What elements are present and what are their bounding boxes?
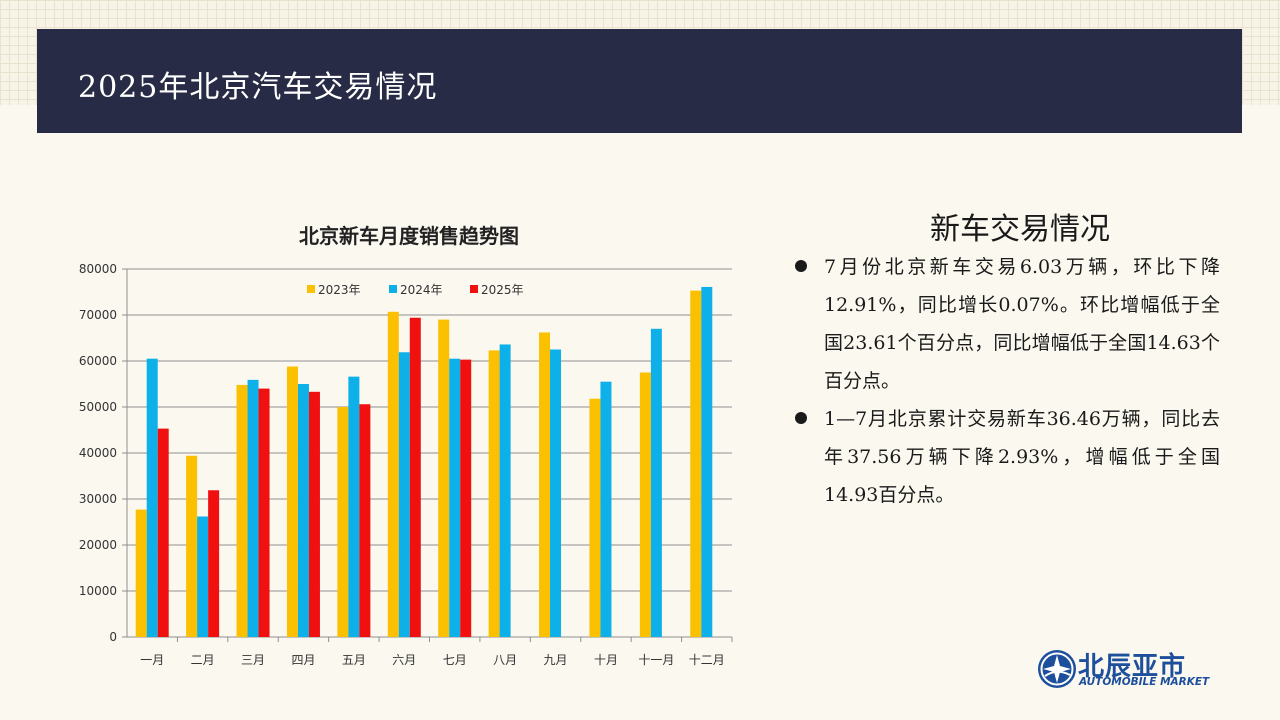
logo-name-cn: 北辰亚市 <box>1078 652 1187 682</box>
x-tick-label: 九月 <box>544 653 568 667</box>
chart-legend: 2023年 2024年 2025年 <box>307 283 524 297</box>
bar-2023年 <box>135 509 147 637</box>
brand-logo: 北辰亚市 AUTOMOBILE MARKET <box>1036 646 1212 692</box>
x-tick-label: 二月 <box>191 653 215 667</box>
y-tick-label: 10000 <box>79 584 117 598</box>
bar-2024年 <box>348 376 360 637</box>
bar-2024年 <box>146 358 158 637</box>
x-tick-label: 三月 <box>241 653 265 667</box>
bar-2025年 <box>258 388 270 637</box>
y-tick-label: 0 <box>109 630 117 644</box>
legend-swatch <box>307 285 315 293</box>
bar-2023年 <box>690 290 702 637</box>
y-tick-label: 20000 <box>79 538 117 552</box>
x-tick-label: 五月 <box>342 653 366 667</box>
bar-2023年 <box>488 350 500 637</box>
x-tick-label: 六月 <box>392 653 416 667</box>
y-tick-label: 40000 <box>79 446 117 460</box>
chart-axes: 0 10000 20000 30000 40000 50000 60000 70000 8000… <box>79 262 733 667</box>
bar-2023年 <box>639 372 651 637</box>
bar-2025年 <box>409 317 421 637</box>
bar-2025年 <box>157 428 169 637</box>
chart-gridlines <box>127 268 732 592</box>
page-title: 2025年北京汽车交易情况 <box>78 70 438 105</box>
bar-2023年 <box>236 384 248 637</box>
side-title: 新车交易情况 <box>930 212 1110 247</box>
bullet-item: 1—7月北京累计交易新车36.46万辆，同比去年37.56万辆下降2.93%，增… <box>795 400 1220 514</box>
bar-2024年 <box>499 344 511 637</box>
bar-2023年 <box>539 332 551 637</box>
x-tick-label: 十一月 <box>638 653 674 667</box>
bar-2023年 <box>589 398 601 637</box>
legend-label: 2023年 <box>318 283 361 297</box>
y-tick-label: 80000 <box>79 262 117 276</box>
x-tick-label: 一月 <box>140 653 164 667</box>
x-tick-label: 七月 <box>443 653 467 667</box>
bar-2024年 <box>550 349 562 637</box>
logo-name-en: AUTOMOBILE MARKET <box>1079 676 1210 688</box>
bar-2024年 <box>247 379 259 637</box>
x-tick-label: 八月 <box>493 653 517 667</box>
bar-2024年 <box>600 381 612 637</box>
legend-swatch <box>470 285 478 293</box>
y-tick-label: 30000 <box>79 492 117 506</box>
legend-swatch <box>389 285 397 293</box>
y-tick-label: 50000 <box>79 400 117 414</box>
chart-bars <box>135 286 713 637</box>
bar-2023年 <box>186 455 198 637</box>
x-tick-label: 四月 <box>291 653 315 667</box>
bar-2023年 <box>387 311 399 637</box>
bar-2025年 <box>359 404 371 637</box>
title-bar <box>37 29 1242 133</box>
bar-2023年 <box>438 319 450 637</box>
x-tick-label: 十月 <box>594 653 618 667</box>
bullet-list: 7月份北京新车交易6.03万辆，环比下降12.91%，同比增长0.07%。环比增… <box>795 248 1220 514</box>
chart-title: 北京新车月度销售趋势图 <box>299 224 519 248</box>
x-tick-label: 十二月 <box>689 653 725 667</box>
y-tick-label: 70000 <box>79 308 117 322</box>
bar-2025年 <box>308 391 320 637</box>
bar-2024年 <box>398 352 410 637</box>
legend-label: 2024年 <box>400 283 443 297</box>
legend-label: 2025年 <box>481 283 524 297</box>
bar-2024年 <box>701 286 713 637</box>
bar-2024年 <box>297 384 309 637</box>
bar-2023年 <box>286 366 298 637</box>
bar-2025年 <box>460 359 472 637</box>
bar-2024年 <box>449 358 461 637</box>
bullet-item: 7月份北京新车交易6.03万辆，环比下降12.91%，同比增长0.07%。环比增… <box>795 248 1220 400</box>
bar-2024年 <box>650 328 662 637</box>
bar-2023年 <box>337 407 349 637</box>
bar-2024年 <box>197 516 209 637</box>
bar-2025年 <box>208 490 220 637</box>
logo-globe-icon <box>1038 650 1076 688</box>
y-tick-label: 60000 <box>79 354 117 368</box>
